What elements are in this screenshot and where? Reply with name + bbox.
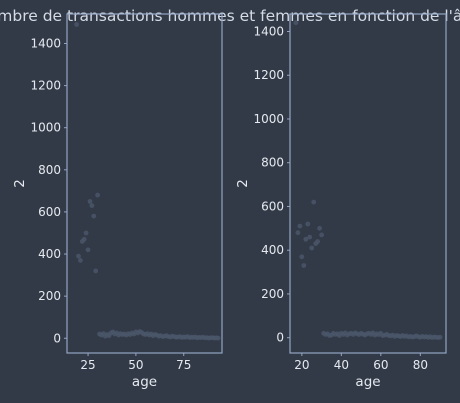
y-tick-label: 0: [53, 331, 61, 345]
right-subplot: 0 200 400 600 800 1000 1200 1400 20 40 60 80 age 2: [235, 13, 447, 390]
y-tick-label: 1000: [30, 121, 61, 135]
y-axis-label: 2: [12, 179, 28, 188]
y-tick-label: 200: [261, 287, 284, 301]
figure-title: Nombre de transactions hommes et femmes …: [0, 7, 460, 25]
data-point: [301, 263, 307, 268]
left-subplot: 0 200 400 600 800 1000 1200 1400 25 50 75 age 2: [12, 13, 223, 390]
data-point: [299, 254, 305, 260]
data-point: [307, 234, 313, 240]
data-point: [87, 199, 93, 204]
y-tick-label: 1400: [30, 36, 61, 50]
x-tick-label: 40: [334, 358, 349, 372]
data-point: [91, 213, 97, 219]
data-point: [297, 223, 303, 229]
data-point: [89, 203, 95, 209]
y-tick-label: 600: [261, 199, 284, 213]
x-tick-label: 80: [413, 358, 428, 372]
plot-frame: [66, 13, 223, 354]
data-point: [215, 335, 221, 341]
y-tick-label: 1000: [253, 112, 284, 126]
data-point: [76, 253, 81, 259]
data-point: [315, 239, 320, 244]
data-point: [295, 230, 301, 236]
data-point: [309, 245, 315, 251]
y-tick-label: 600: [38, 205, 61, 219]
y-tick-label: 1200: [30, 79, 61, 93]
data-point: [317, 225, 322, 231]
y-tick-label: 1200: [253, 68, 284, 82]
x-tick-label: 75: [176, 358, 191, 372]
data-point: [311, 199, 317, 205]
x-tick-label: 25: [80, 358, 95, 372]
y-tick-label: 1400: [253, 24, 284, 38]
y-tick-label: 800: [261, 156, 284, 170]
data-point: [293, 20, 299, 26]
plot-frame: [289, 13, 447, 354]
data-point: [303, 236, 309, 242]
y-tick-label: 800: [38, 163, 61, 177]
x-tick-label: 50: [128, 358, 143, 372]
data-point: [95, 192, 100, 198]
y-tick-label: 400: [38, 247, 61, 261]
y-tick-label: 400: [261, 243, 284, 257]
data-point: [78, 258, 83, 263]
x-axis-label: age: [355, 374, 380, 390]
x-axis-label: age: [132, 374, 157, 390]
data-point: [81, 236, 87, 242]
data-point: [437, 334, 443, 340]
y-tick-label: 200: [38, 289, 61, 303]
data-point: [93, 268, 99, 274]
data-point: [83, 230, 89, 236]
data-point: [319, 232, 324, 238]
y-tick-label: 0: [276, 331, 284, 345]
x-tick-label: 60: [373, 358, 388, 372]
data-point: [74, 22, 79, 27]
data-point: [85, 247, 91, 253]
y-axis-label: 2: [235, 179, 251, 188]
data-point: [305, 221, 311, 227]
x-tick-label: 20: [294, 358, 309, 372]
